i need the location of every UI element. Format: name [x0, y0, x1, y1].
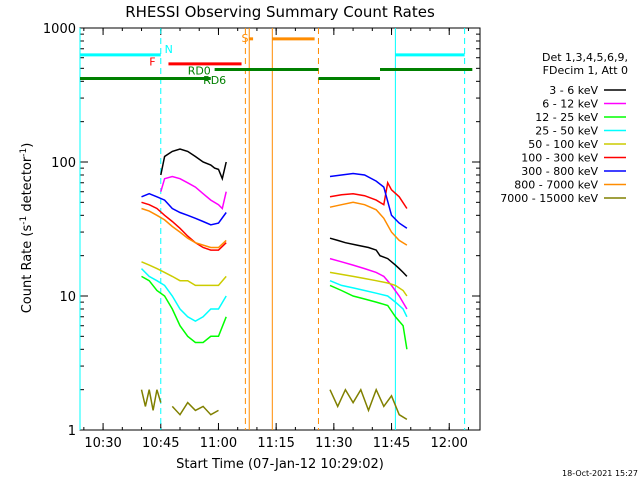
y-axis-label-part: -1: [19, 216, 29, 225]
legend-label: 6 - 12 keV: [542, 98, 598, 111]
series-line-0: [160, 148, 227, 182]
legend-label: 7000 - 15000 keV: [500, 192, 598, 205]
series-line-1: [329, 257, 408, 310]
legend-label: 50 - 100 keV: [528, 138, 598, 151]
x-tick-label: 11:00: [200, 436, 237, 451]
timestamp: 18-Oct-2021 15:27: [562, 469, 638, 478]
y-axis-label-part: -1: [19, 148, 29, 157]
legend-header: Det 1,3,4,5,6,9,: [542, 51, 628, 64]
legend: Det 1,3,4,5,6,9,FDecim 1, Att 0 3 - 6 keV…: [500, 51, 628, 205]
legend-label: 800 - 7000 keV: [514, 179, 598, 192]
y-axis-label-part: ): [20, 143, 35, 148]
series-line-3: [329, 280, 408, 318]
y-axis-label-part: detector: [20, 156, 35, 216]
x-tick-label: 11:45: [373, 436, 410, 451]
plot-area: 10:30 10:45 11:00 11:15 11:30 11:45 12:00 1 10 10…: [43, 22, 481, 451]
flag-label-n: N: [165, 43, 173, 56]
series-line-4: [329, 271, 408, 297]
legend-label: 300 - 800 keV: [521, 165, 598, 178]
series-line-8: [329, 387, 408, 421]
series-line-2: [329, 284, 408, 350]
series-line-5: [329, 180, 408, 209]
series-line-5: [141, 201, 227, 251]
series-line-1: [160, 175, 227, 210]
x-tick-label: 11:15: [257, 436, 294, 451]
series-line-7: [329, 201, 408, 246]
series-line-3: [140, 268, 227, 322]
y-tick-label: 1000: [43, 22, 76, 37]
plot-frame: [79, 27, 481, 431]
series-line-6: [141, 192, 227, 226]
x-tick-label: 10:45: [142, 436, 179, 451]
legend-label: 25 - 50 keV: [535, 125, 598, 138]
y-axis-label: Count Rate (s-1 detector-1): [19, 143, 35, 314]
flag-label-rd0: RD0: [188, 65, 211, 78]
x-axis-label: Start Time (07-Jan-12 10:29:02): [176, 457, 384, 472]
y-tick-label: 10: [59, 290, 76, 305]
y-tick-label: 100: [51, 156, 76, 171]
flag-label-s: S: [242, 32, 249, 45]
y-tick-label: 1: [68, 424, 76, 439]
flag-label-f: F: [149, 56, 155, 69]
flag-label-rd6: RD6: [203, 74, 226, 87]
series-line-2: [141, 275, 227, 344]
legend-label: 100 - 300 keV: [521, 152, 598, 165]
series-line-4: [141, 261, 227, 287]
series-line-0: [329, 237, 408, 277]
x-tick-label: 10:30: [84, 436, 121, 451]
y-axis-label-part: Count Rate (s: [20, 225, 35, 314]
x-tick-label: 12:00: [430, 436, 467, 451]
series-line-6: [329, 172, 408, 229]
legend-label: 3 - 6 keV: [549, 84, 598, 97]
x-tick-label: 11:30: [315, 436, 352, 451]
series-line-7: [141, 207, 227, 249]
chart-title: RHESSI Observing Summary Count Rates: [125, 3, 435, 21]
series-line-8: [140, 389, 162, 411]
legend-header: FDecim 1, Att 0: [543, 64, 628, 77]
legend-label: 12 - 25 keV: [535, 111, 598, 124]
series-line-8: [171, 401, 219, 416]
